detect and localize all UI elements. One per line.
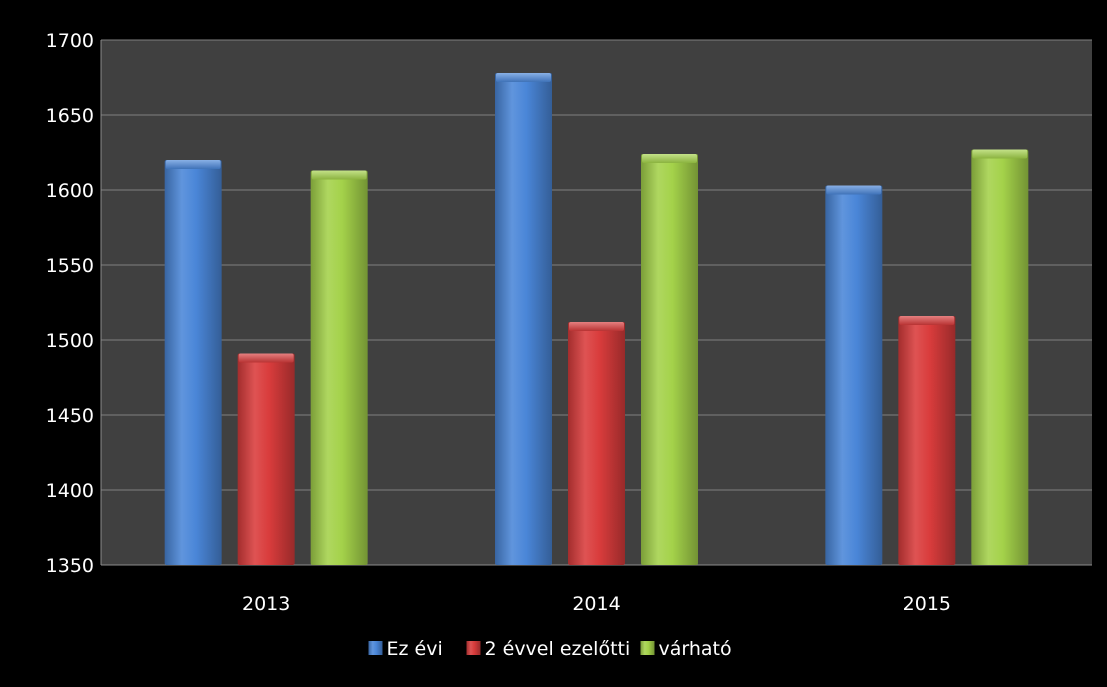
x-tick-label: 2015 bbox=[903, 593, 951, 615]
bar bbox=[641, 154, 698, 565]
y-tick-label: 1550 bbox=[46, 255, 94, 277]
legend-item: 2 évvel ezelőtti bbox=[466, 638, 631, 660]
bars bbox=[164, 73, 1029, 565]
bar-body bbox=[495, 73, 552, 565]
legend-swatch bbox=[466, 641, 481, 655]
bar-highlight bbox=[826, 185, 882, 195]
bar-body bbox=[568, 322, 625, 565]
legend-swatch bbox=[368, 641, 383, 655]
legend-swatch bbox=[640, 641, 655, 655]
y-tick-label: 1350 bbox=[46, 555, 94, 577]
y-tick-label: 1450 bbox=[46, 405, 94, 427]
legend-label: várható bbox=[659, 638, 732, 660]
bar-highlight bbox=[972, 149, 1028, 159]
bar-highlight bbox=[165, 160, 221, 169]
x-axis-tick-labels: 2013 2014 2015 bbox=[242, 593, 951, 615]
bar-highlight bbox=[899, 316, 955, 325]
y-tick-label: 1500 bbox=[46, 330, 94, 352]
legend-label: Ez évi bbox=[387, 638, 443, 660]
bar-body bbox=[237, 353, 295, 565]
bar-highlight bbox=[311, 170, 367, 180]
bar-body bbox=[641, 154, 698, 565]
y-tick-label: 1700 bbox=[46, 30, 94, 52]
legend-item: várható bbox=[640, 638, 732, 660]
bar-body bbox=[825, 185, 883, 565]
bar bbox=[164, 160, 222, 565]
bar bbox=[568, 322, 625, 565]
bar bbox=[971, 149, 1029, 565]
y-tick-label: 1650 bbox=[46, 105, 94, 127]
legend: Ez évi 2 évvel ezelőtti várható bbox=[368, 638, 732, 660]
bar-body bbox=[971, 149, 1029, 565]
x-tick-label: 2014 bbox=[572, 593, 620, 615]
bar bbox=[898, 316, 956, 565]
bar bbox=[495, 73, 552, 565]
legend-item: Ez évi bbox=[368, 638, 443, 660]
bar bbox=[237, 353, 295, 565]
y-axis-tick-labels: 1350 1400 1450 1500 1550 1600 1650 1700 bbox=[46, 30, 94, 577]
bar-highlight bbox=[569, 322, 624, 331]
bar-highlight bbox=[496, 73, 551, 82]
bar bbox=[310, 170, 368, 565]
legend-label: 2 évvel ezelőtti bbox=[485, 638, 631, 660]
y-tick-label: 1600 bbox=[46, 180, 94, 202]
bar-body bbox=[310, 170, 368, 565]
bar-body bbox=[164, 160, 222, 565]
bar-highlight bbox=[642, 154, 697, 163]
bar-body bbox=[898, 316, 956, 565]
y-tick-label: 1400 bbox=[46, 480, 94, 502]
bar bbox=[825, 185, 883, 565]
bar-highlight bbox=[238, 353, 294, 363]
x-tick-label: 2013 bbox=[242, 593, 290, 615]
